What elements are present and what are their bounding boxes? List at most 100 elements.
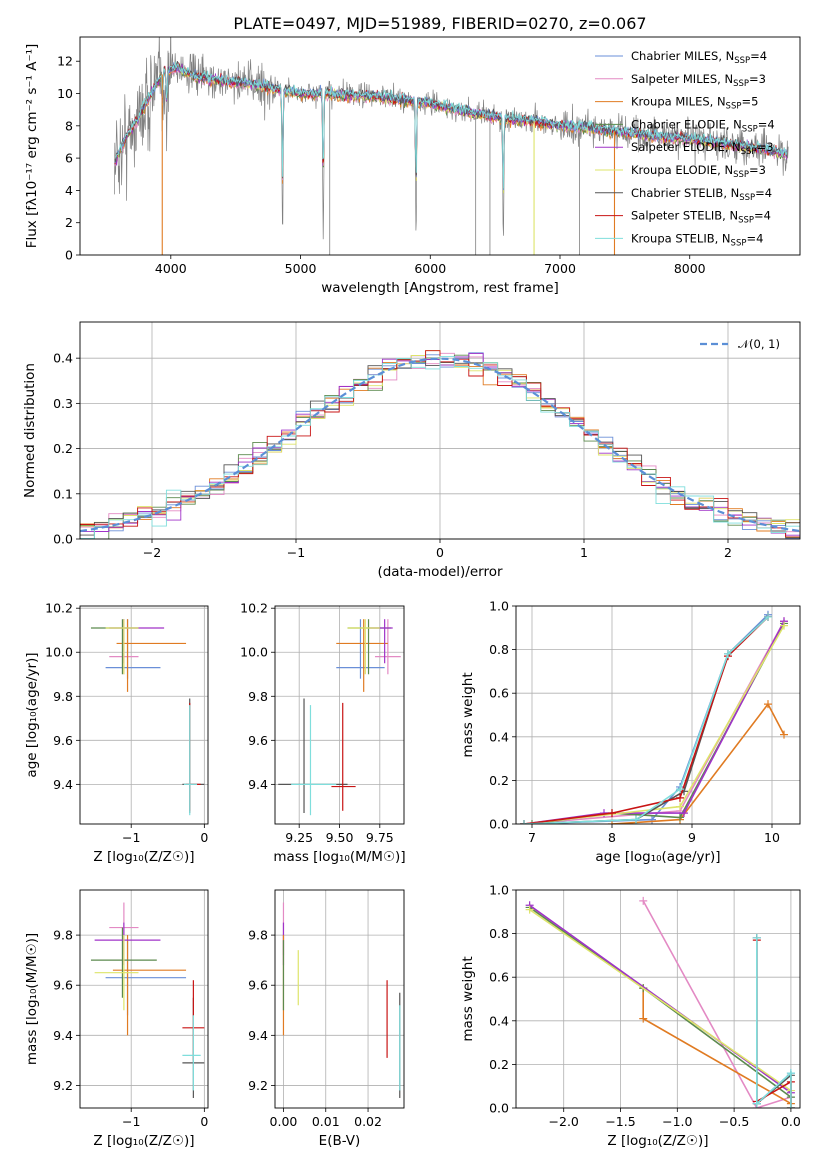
panel-weight_vs_Z: −2.0 −1.5 −1.0 −0.5 0.0 0.0 0.2 0.4 0.6 0.8 1.0 Z [… xyxy=(460,883,801,1150)
legend-sub: SSP xyxy=(741,147,757,157)
x-axis-label: E(B-V) xyxy=(319,1133,361,1149)
y-tick-label: 0.2 xyxy=(53,441,73,456)
x-tick-label: −1 xyxy=(122,1114,140,1129)
y-tick-label: 10 xyxy=(57,86,73,101)
weight-marker-c9 xyxy=(752,1099,761,1108)
x-tick-label: 0 xyxy=(200,1114,208,1129)
spectrum-model-c9 xyxy=(114,61,788,189)
x-tick-label: 1 xyxy=(580,545,588,560)
y-tick-label: 0.4 xyxy=(489,1013,509,1028)
legend-text: Chabrier STELIB, N xyxy=(631,186,739,200)
axes-frame xyxy=(274,889,405,1109)
y-tick-label: 0.6 xyxy=(489,970,509,985)
plot-area-age_vs_Z xyxy=(90,619,205,816)
panel-spectrum: 4000 5000 6000 7000 8000 0 2 4 6 8 10 12 wavelength … xyxy=(24,36,801,296)
plot-area-mass_vs_Z xyxy=(90,902,205,1098)
weight-marker-c9 xyxy=(786,1104,795,1108)
x-tick-label: 9.75 xyxy=(366,830,394,845)
weight-marker-c9 xyxy=(752,933,761,942)
weight-marker-c9 xyxy=(676,785,684,794)
y-axis-label: mass weight xyxy=(460,956,476,1041)
y-tick-label: 0.4 xyxy=(53,351,73,366)
x-tick-label: 0.0 xyxy=(781,1114,801,1129)
panel-residuals: −2 −1 0 1 2 0.0 0.1 0.2 0.3 0.4 (data-model)/error… xyxy=(22,321,801,580)
legend-text: Kroupa MILES, N xyxy=(631,95,726,109)
x-tick-label: 0.02 xyxy=(354,1114,382,1129)
legend-suffix: =4 xyxy=(750,49,767,63)
x-tick-label: 6000 xyxy=(414,261,446,276)
y-tick-label: 9.4 xyxy=(53,1028,73,1043)
weight-line-c3 xyxy=(611,702,785,824)
y-tick-label: 9.6 xyxy=(248,733,268,748)
weight-marker-c6 xyxy=(525,905,534,914)
weight-line-c1 xyxy=(523,614,769,824)
y-tick-label: 4 xyxy=(65,183,73,198)
panel-mass_vs_Z: −1 0 9.2 9.4 9.6 9.8 Z [log₁₀(Z/Z☉)] mass [log₁… xyxy=(24,889,209,1149)
x-axis-label: Z [log₁₀(Z/Z☉)] xyxy=(93,849,194,865)
x-tick-label: 0 xyxy=(200,830,208,845)
x-tick-label: 0 xyxy=(436,545,444,560)
y-tick-label: 0.0 xyxy=(489,817,509,832)
x-tick-label: 9.50 xyxy=(326,830,354,845)
panel-mass_vs_ebv: 0.00 0.01 0.02 9.2 9.4 9.6 9.8 E(B-V) xyxy=(248,889,405,1149)
y-axis-label: Flux [fλ10⁻¹⁷ erg cm⁻² s⁻¹ A⁻¹] xyxy=(24,44,40,249)
legend-sub: SSP xyxy=(738,216,754,226)
legend-entry: Salpeter STELIB, NSSP=4 xyxy=(631,209,771,226)
x-axis-label: Z [log₁₀(Z/Z☉)] xyxy=(93,1133,194,1149)
x-axis-label: mass [log₁₀(M/M☉)] xyxy=(273,849,405,865)
panel-weight_vs_age: 7 8 9 10 0.0 0.2 0.4 0.6 0.8 1.0 age [log₁₀(age/yr… xyxy=(460,599,801,865)
legend-entry: Chabrier ELODIE, NSSP=4 xyxy=(631,117,775,134)
weight-line-c6 xyxy=(529,908,792,1092)
y-tick-label: 9.4 xyxy=(248,777,268,792)
legend-entry: Kroupa STELIB, NSSP=4 xyxy=(631,231,763,248)
weight-marker-c6 xyxy=(780,621,788,630)
x-tick-label: 0.01 xyxy=(312,1114,340,1129)
y-tick-label: 9.2 xyxy=(53,1078,73,1093)
legend-text: Salpeter STELIB, N xyxy=(631,209,738,223)
weight-marker-c5 xyxy=(680,809,688,818)
y-tick-label: 10.0 xyxy=(45,645,73,660)
weight-line-c2 xyxy=(642,900,792,1108)
x-tick-label: 0.00 xyxy=(270,1114,298,1129)
weight-line-c5 xyxy=(529,904,792,1094)
weight-marker-c1 xyxy=(648,815,656,824)
x-tick-label: 8 xyxy=(608,830,616,845)
x-tick-label: 7000 xyxy=(544,261,576,276)
x-tick-label: −1 xyxy=(287,545,305,560)
y-tick-label: 0.8 xyxy=(489,926,509,941)
y-tick-label: 0.6 xyxy=(489,686,509,701)
y-tick-label: 9.6 xyxy=(53,978,73,993)
x-tick-label: 5000 xyxy=(285,261,317,276)
legend-text: Salpeter MILES, N xyxy=(631,72,733,86)
weight-marker-c9 xyxy=(764,612,772,621)
legend-suffix: =4 xyxy=(754,209,771,223)
x-axis-label: Z [log₁₀(Z/Z☉)] xyxy=(607,1133,708,1149)
weight-marker-c6 xyxy=(676,802,684,811)
legend-suffix: =4 xyxy=(746,231,763,245)
y-tick-label: 0.4 xyxy=(489,729,509,744)
figure-title: PLATE=0497, MJD=51989, FIBERID=0270, z=0… xyxy=(233,14,646,33)
weight-marker-c3 xyxy=(780,730,788,739)
x-tick-label: 2 xyxy=(724,545,732,560)
weight-line-c2 xyxy=(523,620,785,824)
y-tick-label: 9.8 xyxy=(248,928,268,943)
axes-frame xyxy=(515,889,801,1109)
legend-suffix: =3 xyxy=(749,163,766,177)
legend-entry: Kroupa MILES, NSSP=5 xyxy=(631,95,758,112)
y-tick-label: 1.0 xyxy=(489,599,509,614)
y-tick-label: 10.2 xyxy=(45,601,73,616)
weight-marker-c3 xyxy=(764,700,772,709)
y-tick-label: 9.6 xyxy=(53,733,73,748)
weight-marker-c4 xyxy=(528,820,536,824)
x-tick-label: 9 xyxy=(688,830,696,845)
y-tick-label: 9.6 xyxy=(248,978,268,993)
weight-line-c5 xyxy=(523,620,785,824)
weight-line-c8 xyxy=(755,940,792,1108)
y-tick-label: 2 xyxy=(65,215,73,230)
legend-entry: Kroupa ELODIE, NSSP=3 xyxy=(631,163,766,180)
y-tick-label: 8 xyxy=(65,118,73,133)
weight-marker-c9 xyxy=(520,820,528,824)
y-tick-label: 0.0 xyxy=(53,532,73,547)
weight-marker-c8 xyxy=(608,809,616,818)
